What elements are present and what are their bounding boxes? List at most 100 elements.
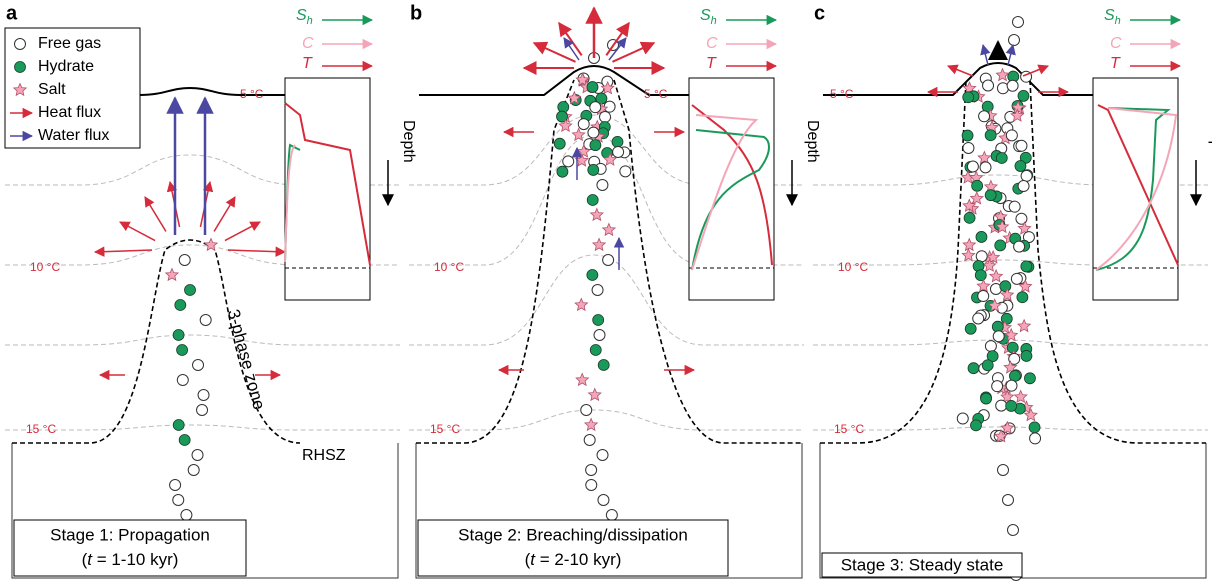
salt [574, 297, 589, 312]
hydrate [1014, 160, 1027, 172]
isotherm-label: 5 °C [240, 87, 264, 101]
free-gas [1015, 139, 1028, 152]
hydrate [592, 314, 605, 326]
hydrate [970, 419, 982, 432]
profile-box [688, 77, 775, 301]
free-gas [1012, 16, 1024, 28]
free-gas [587, 126, 600, 139]
legend: Free gas Hydrate Salt Heat flux Water flux [4, 27, 141, 149]
profile-box [1092, 77, 1179, 301]
particles [956, 16, 1042, 581]
free-gas [984, 340, 997, 353]
seafloor [5, 86, 290, 96]
free-gas [1029, 432, 1042, 445]
salt [982, 258, 997, 272]
free-gas [178, 254, 191, 266]
hydrate [980, 392, 992, 405]
salt [962, 198, 977, 213]
isotherm [409, 254, 804, 346]
t-label: T [1110, 55, 1121, 72]
caption-rest: = 2-10 kyr) [535, 550, 621, 569]
flux-arrow [532, 41, 576, 63]
free-gas [1007, 524, 1019, 536]
salt [600, 80, 615, 95]
flux-arrow [224, 221, 261, 242]
hydrate [986, 350, 999, 363]
flux-arrow [612, 41, 656, 63]
salt [1000, 389, 1015, 404]
hydrate [999, 280, 1012, 293]
legend-label: Free gas [38, 35, 101, 52]
legend-label: Hydrate [38, 58, 94, 75]
free-gas [602, 254, 615, 266]
hydrate [174, 299, 187, 311]
free-gas [978, 110, 991, 123]
c-label: C [1110, 35, 1122, 52]
hydrate [981, 359, 994, 372]
caption-box [821, 552, 1023, 578]
caption-box [13, 519, 247, 577]
salt [12, 82, 28, 97]
caption-line1: Stage 2: Breaching/dissipation [458, 525, 688, 544]
salt [203, 237, 219, 252]
caption-box [417, 519, 729, 577]
free-gas [1006, 79, 1019, 92]
profile-curve [1095, 107, 1171, 271]
free-gas [597, 494, 610, 506]
isotherm [813, 259, 1208, 266]
free-gas [577, 118, 590, 131]
free-gas [585, 464, 598, 476]
salt [558, 118, 573, 133]
profile-inset [688, 77, 775, 301]
flux-arrow [563, 37, 580, 61]
legend-label: Heat flux [38, 104, 101, 121]
hydrate [1020, 260, 1033, 273]
flux-arrow [980, 43, 991, 66]
salt [567, 90, 582, 105]
salt [591, 237, 607, 252]
salt [601, 222, 617, 237]
free-gas [1013, 240, 1026, 253]
flux-arrows [497, 6, 696, 376]
free-gas [199, 314, 212, 326]
salt [1018, 279, 1033, 293]
free-gas [1020, 169, 1033, 182]
free-gas [591, 284, 604, 296]
hydrate [971, 179, 984, 192]
free-gas [1005, 379, 1018, 392]
free-gas [992, 330, 1005, 343]
isotherm [5, 424, 400, 431]
salt [962, 237, 977, 252]
salt [1023, 407, 1038, 422]
hydrate [611, 135, 624, 148]
hydrate [1028, 421, 1041, 434]
panel-letter: c [814, 2, 825, 24]
free-gas [979, 161, 992, 174]
hydrate [974, 269, 987, 282]
profile-curve [1095, 107, 1178, 271]
hydrate [176, 344, 188, 356]
hydrate [589, 139, 602, 152]
salt [976, 278, 991, 293]
sh-symbol: S [1104, 7, 1115, 24]
isotherm-label: 5 °C [644, 87, 668, 101]
hydrate [975, 231, 988, 243]
free-gas [966, 160, 979, 173]
t-label: T [302, 55, 313, 72]
hydrate [589, 344, 602, 356]
salt [987, 298, 1002, 312]
hydrate [184, 284, 196, 296]
free-gas [995, 399, 1008, 412]
isotherm-label: 15 °C [26, 422, 56, 436]
isotherm [409, 409, 804, 431]
flux-arrows [926, 40, 1070, 98]
free-gas [14, 38, 26, 50]
caption-var: t [87, 550, 93, 569]
free-gas [580, 404, 593, 416]
hydrate [967, 362, 980, 375]
salt [993, 428, 1009, 443]
hydrate [586, 194, 599, 206]
free-gas [180, 509, 193, 521]
